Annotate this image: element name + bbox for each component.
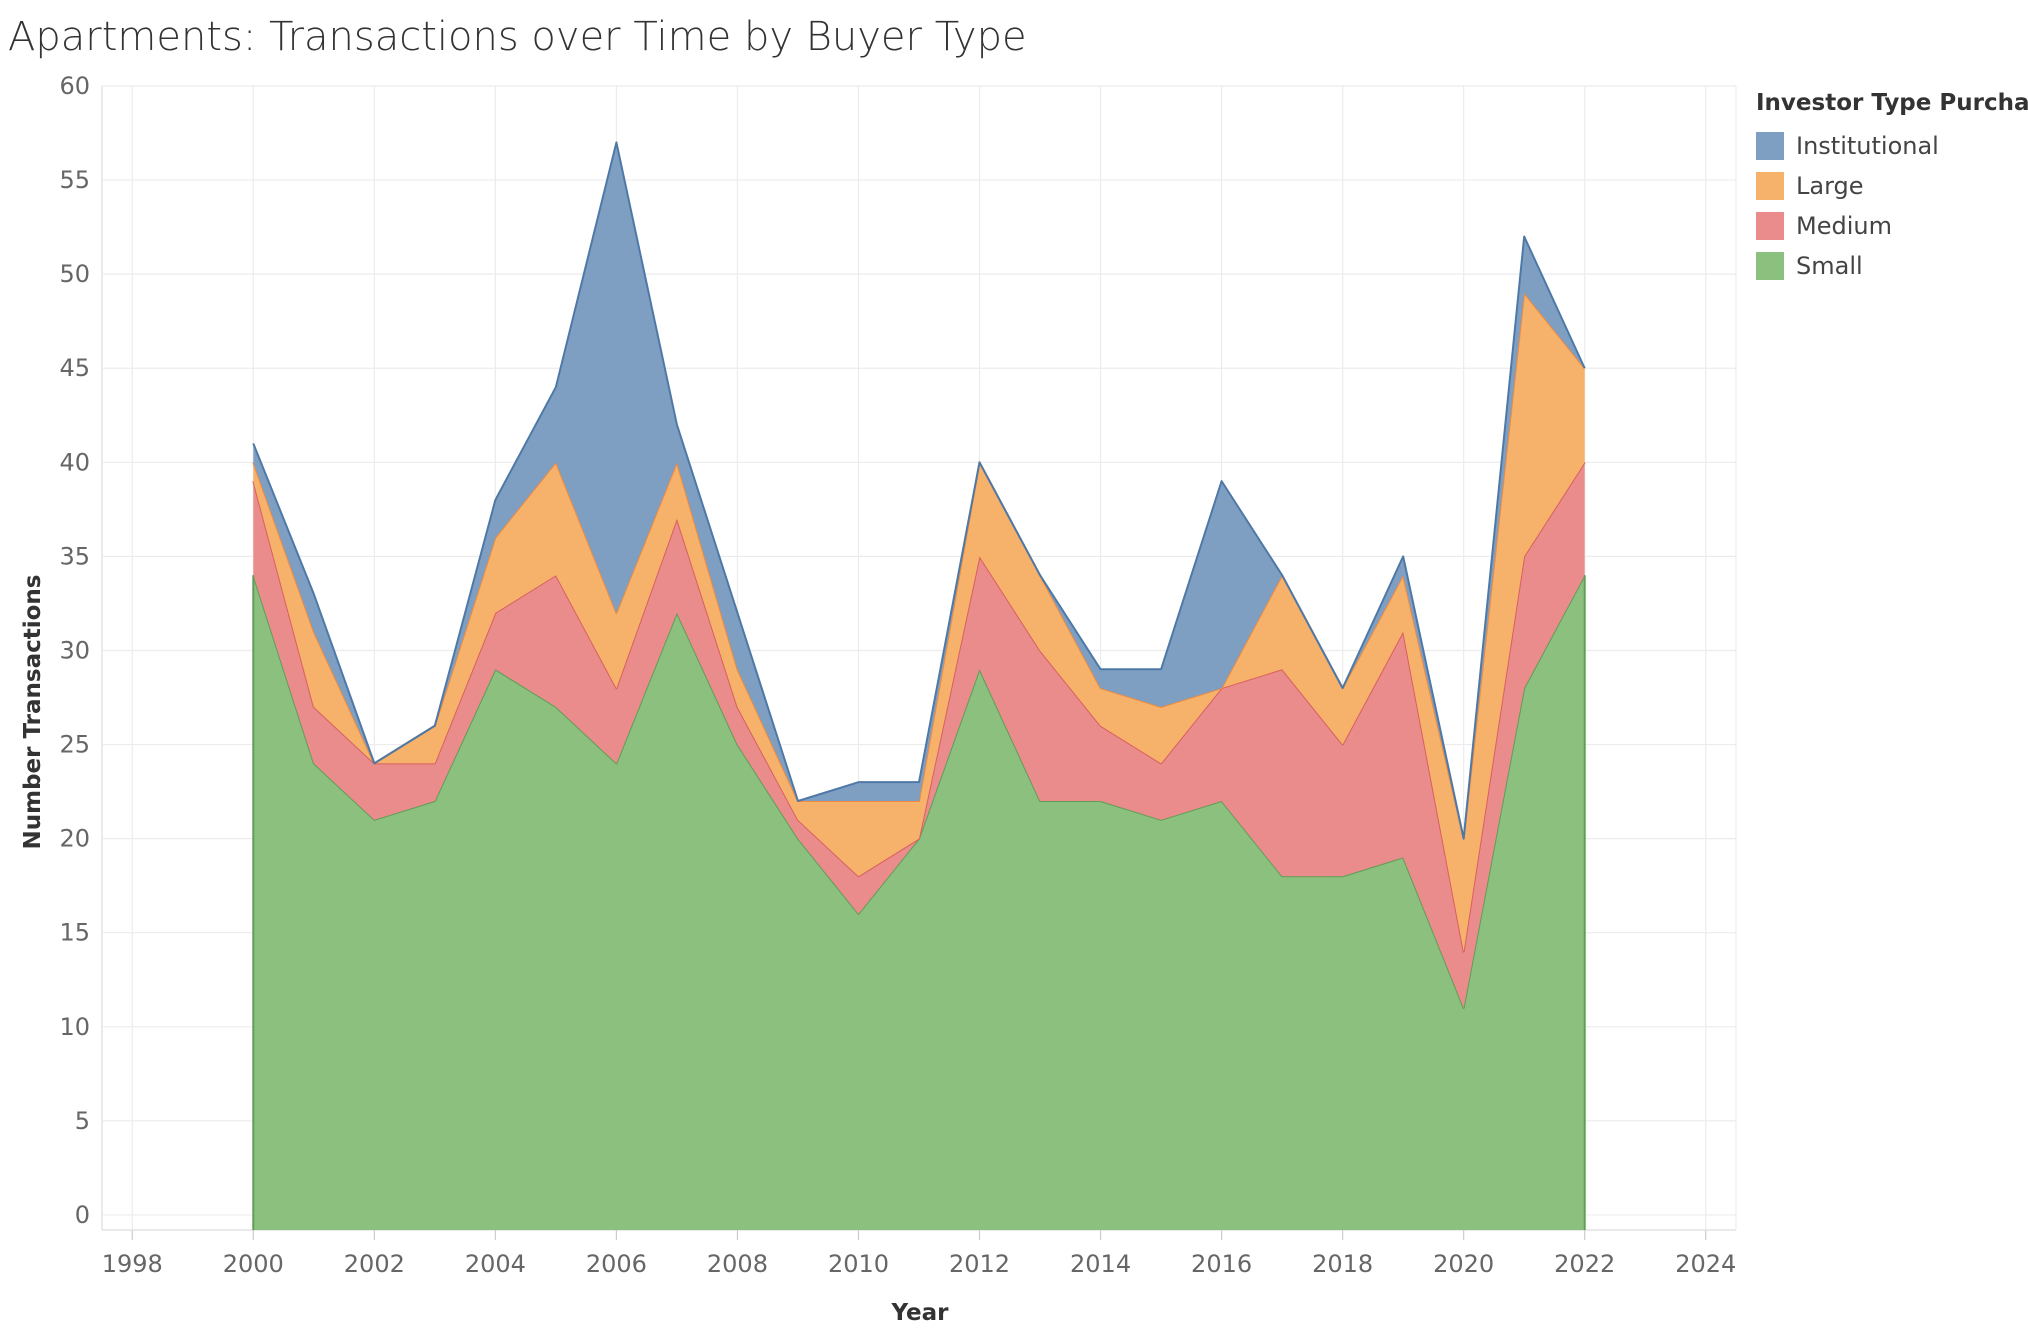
x-tick-label: 2008 <box>707 1250 768 1278</box>
y-axis-ticks: 0 5 10 15 20 25 30 35 40 45 50 55 60 <box>59 72 90 1229</box>
point-institutional <box>1340 685 1346 691</box>
point-institutional <box>795 798 801 804</box>
x-tick-label: 2018 <box>1312 1250 1373 1278</box>
point-institutional <box>977 459 983 465</box>
legend-item-institutional[interactable]: Institutional <box>1756 126 2028 166</box>
point-institutional <box>1521 234 1527 240</box>
x-tick-label: 2004 <box>465 1250 526 1278</box>
point-institutional <box>734 610 740 616</box>
x-tick-label: 2020 <box>1433 1250 1494 1278</box>
point-institutional <box>1098 666 1104 672</box>
y-tick-label: 20 <box>59 825 90 853</box>
legend-title: Investor Type Purchase <box>1756 90 2028 116</box>
y-tick-label: 25 <box>59 731 90 759</box>
point-institutional <box>250 441 256 447</box>
point-institutional <box>1219 478 1225 484</box>
point-institutional <box>1037 572 1043 578</box>
legend-label-medium: Medium <box>1796 212 1892 240</box>
area-institutional <box>253 142 1585 839</box>
y-tick-label: 40 <box>59 448 90 476</box>
legend-item-small[interactable]: Small <box>1756 246 2028 286</box>
point-institutional <box>553 384 559 390</box>
x-tick-label: 2014 <box>1070 1250 1131 1278</box>
x-tick-label: 2002 <box>344 1250 405 1278</box>
point-institutional <box>613 139 619 145</box>
area-medium <box>253 462 1585 1008</box>
y-tick-label: 15 <box>59 919 90 947</box>
x-tick-label: 2024 <box>1675 1250 1736 1278</box>
point-institutional <box>1461 836 1467 842</box>
x-tick-label: 2006 <box>586 1250 647 1278</box>
area-large <box>253 292 1585 952</box>
point-institutional <box>1400 553 1406 559</box>
x-tick-label: 2022 <box>1554 1250 1615 1278</box>
stacked-areas <box>250 139 1588 1230</box>
legend-swatch-medium <box>1756 212 1784 240</box>
legend: Investor Type Purchase Institutional Lar… <box>1756 90 2028 286</box>
legend-label-institutional: Institutional <box>1796 132 1939 160</box>
x-tick-label: 2000 <box>223 1250 284 1278</box>
chart-title: Apartments: Transactions over Time by Bu… <box>8 14 1027 60</box>
x-tick-label: 1998 <box>102 1250 163 1278</box>
y-axis-label: Number Transactions <box>20 575 46 850</box>
y-tick-label: 60 <box>59 72 90 100</box>
point-institutional <box>1158 666 1164 672</box>
point-institutional <box>916 779 922 785</box>
point-institutional <box>855 779 861 785</box>
point-institutional <box>674 422 680 428</box>
x-tick-label: 2012 <box>949 1250 1010 1278</box>
y-tick-label: 55 <box>59 166 90 194</box>
legend-label-large: Large <box>1796 172 1864 200</box>
y-tick-label: 50 <box>59 260 90 288</box>
legend-swatch-institutional <box>1756 132 1784 160</box>
point-institutional <box>492 497 498 503</box>
y-tick-label: 10 <box>59 1013 90 1041</box>
point-institutional <box>1582 365 1588 371</box>
y-tick-label: 30 <box>59 636 90 664</box>
area-small <box>253 575 1585 1230</box>
y-tick-label: 5 <box>75 1107 90 1135</box>
legend-swatch-small <box>1756 252 1784 280</box>
point-institutional <box>1279 572 1285 578</box>
legend-label-small: Small <box>1796 252 1863 280</box>
y-tick-label: 35 <box>59 542 90 570</box>
x-axis-label: Year <box>890 1300 949 1326</box>
legend-swatch-large <box>1756 172 1784 200</box>
area-line-institutional <box>252 141 1586 840</box>
point-institutional <box>432 723 438 729</box>
legend-item-large[interactable]: Large <box>1756 166 2028 206</box>
x-tick-label: 2010 <box>828 1250 889 1278</box>
point-institutional <box>371 760 377 766</box>
y-tick-label: 45 <box>59 354 90 382</box>
y-tick-label: 0 <box>75 1201 90 1229</box>
legend-item-medium[interactable]: Medium <box>1756 206 2028 246</box>
x-axis-ticks: 1998 2000 2002 2004 2006 2008 2010 2012 2014 2016… <box>102 1250 1737 1278</box>
x-tick-label: 2016 <box>1191 1250 1252 1278</box>
point-institutional <box>311 591 317 597</box>
